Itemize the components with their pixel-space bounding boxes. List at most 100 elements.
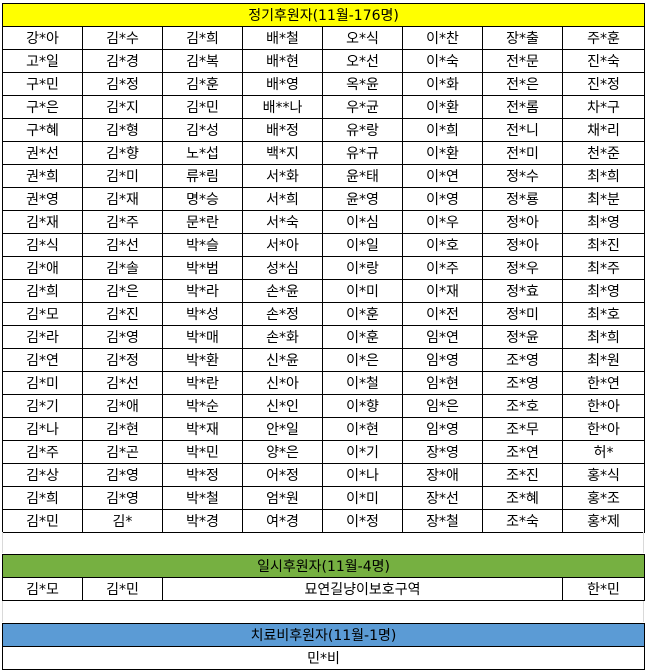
donor-cell[interactable]: 이*전 <box>402 302 483 326</box>
donor-cell[interactable]: 이*향 <box>322 394 403 418</box>
donor-cell[interactable]: 오*선 <box>322 49 403 73</box>
donor-cell[interactable]: 유*랑 <box>322 118 403 142</box>
donor-cell[interactable]: 이*은 <box>322 348 403 372</box>
donor-cell[interactable]: 노*섭 <box>162 141 243 165</box>
donor-cell[interactable]: 서*희 <box>242 187 323 211</box>
donor-cell[interactable]: 윤*태 <box>322 164 403 188</box>
donor-cell[interactable]: 명*승 <box>162 187 243 211</box>
donor-cell[interactable]: 김*재 <box>82 187 163 211</box>
donor-cell[interactable]: 김*애 <box>82 394 163 418</box>
donor-cell[interactable]: 최*진 <box>561 233 646 257</box>
donor-cell[interactable]: 서*아 <box>242 233 323 257</box>
donor-cell[interactable]: 이*일 <box>322 233 403 257</box>
donor-cell[interactable]: 고*일 <box>2 49 83 73</box>
donor-cell[interactable]: 이*훈 <box>322 302 403 326</box>
donor-cell[interactable]: 손*윤 <box>242 279 323 303</box>
donor-cell[interactable]: 양*은 <box>242 440 323 464</box>
temporary-title[interactable]: 일시후원자(11월-4명) <box>1 554 646 578</box>
donor-cell[interactable]: 천*준 <box>561 141 646 165</box>
donor-cell[interactable]: 여*경 <box>242 509 323 533</box>
donor-cell[interactable]: 성*심 <box>242 256 323 280</box>
donor-cell[interactable]: 이*주 <box>402 256 483 280</box>
medical-donor-cell[interactable]: 민*비 <box>2 646 645 670</box>
donor-cell[interactable]: 김* <box>82 509 163 533</box>
donor-cell[interactable]: 김*정 <box>82 72 163 96</box>
donor-cell[interactable]: 김*경 <box>82 49 163 73</box>
donor-cell[interactable]: 이*정 <box>322 509 403 533</box>
donor-cell[interactable]: 장*출 <box>482 26 563 50</box>
donor-cell[interactable]: 배*영 <box>242 72 323 96</box>
donor-cell[interactable]: 김*민 <box>2 509 83 533</box>
donor-cell[interactable]: 김*훈 <box>162 72 243 96</box>
donor-cell[interactable]: 김*희 <box>2 486 83 510</box>
donor-cell[interactable]: 조*연 <box>482 440 563 464</box>
donor-cell[interactable]: 서*숙 <box>242 210 323 234</box>
donor-cell[interactable]: 김*주 <box>2 440 83 464</box>
donor-cell[interactable]: 윤*영 <box>322 187 403 211</box>
donor-cell[interactable]: 이*현 <box>322 417 403 441</box>
donor-cell[interactable]: 김*애 <box>2 256 83 280</box>
donor-cell[interactable]: 엄*원 <box>242 486 323 510</box>
donor-cell[interactable]: 박*범 <box>162 256 243 280</box>
donor-cell[interactable]: 전*롬 <box>482 95 563 119</box>
donor-cell[interactable]: 오*식 <box>322 26 403 50</box>
donor-cell[interactable]: 구*민 <box>2 72 83 96</box>
medical-title[interactable]: 치료비후원자(11월-1명) <box>2 623 645 647</box>
donor-cell[interactable]: 장*철 <box>402 509 483 533</box>
donor-cell[interactable]: 이*호 <box>402 233 483 257</box>
donor-cell[interactable]: 김*희 <box>162 26 243 50</box>
donor-cell[interactable]: 진*숙 <box>561 49 646 73</box>
donor-cell[interactable]: 이*심 <box>322 210 403 234</box>
donor-cell[interactable]: 정*효 <box>482 279 563 303</box>
donor-cell[interactable]: 김*지 <box>82 95 163 119</box>
donor-cell[interactable]: 김*영 <box>82 463 163 487</box>
donor-cell[interactable]: 이*재 <box>402 279 483 303</box>
donor-cell[interactable]: 이*환 <box>402 95 483 119</box>
donor-cell[interactable]: 조*진 <box>482 463 563 487</box>
donor-cell[interactable]: 전*니 <box>482 118 563 142</box>
temporary-donor-cell[interactable]: 김*모 <box>2 577 83 601</box>
donor-cell[interactable]: 이*우 <box>402 210 483 234</box>
donor-cell[interactable]: 김*민 <box>162 95 243 119</box>
donor-cell[interactable]: 전*은 <box>482 72 563 96</box>
donor-cell[interactable]: 박*라 <box>162 279 243 303</box>
donor-cell[interactable]: 허* <box>561 440 646 464</box>
donor-cell[interactable]: 이*훈 <box>322 325 403 349</box>
donor-cell[interactable]: 손*화 <box>242 325 323 349</box>
donor-cell[interactable]: 정*수 <box>482 164 563 188</box>
donor-cell[interactable]: 한*아 <box>561 417 646 441</box>
donor-cell[interactable]: 김*솔 <box>82 256 163 280</box>
donor-cell[interactable]: 박*민 <box>162 440 243 464</box>
donor-cell[interactable]: 조*호 <box>482 394 563 418</box>
donor-cell[interactable]: 이*숙 <box>402 49 483 73</box>
donor-cell[interactable]: 김*영 <box>82 486 163 510</box>
donor-cell[interactable]: 김*상 <box>2 463 83 487</box>
donor-cell[interactable]: 서*화 <box>242 164 323 188</box>
donor-cell[interactable]: 김*선 <box>82 233 163 257</box>
donor-cell[interactable]: 김*희 <box>2 279 83 303</box>
donor-cell[interactable]: 권*희 <box>2 164 83 188</box>
donor-cell[interactable]: 정*윤 <box>482 325 563 349</box>
donor-cell[interactable]: 배*현 <box>242 49 323 73</box>
donor-cell[interactable]: 김*선 <box>82 371 163 395</box>
donor-cell[interactable]: 진*정 <box>561 72 646 96</box>
donor-cell[interactable]: 김*향 <box>82 141 163 165</box>
donor-cell[interactable]: 박*환 <box>162 348 243 372</box>
donor-cell[interactable]: 김*식 <box>2 233 83 257</box>
donor-cell[interactable]: 임*은 <box>402 394 483 418</box>
donor-cell[interactable]: 김*복 <box>162 49 243 73</box>
donor-cell[interactable]: 유*규 <box>322 141 403 165</box>
donor-cell[interactable]: 류*림 <box>162 164 243 188</box>
donor-cell[interactable]: 조*영 <box>482 348 563 372</box>
donor-cell[interactable]: 박*철 <box>162 486 243 510</box>
donor-cell[interactable]: 조*숙 <box>482 509 563 533</box>
donor-cell[interactable]: 배*정 <box>242 118 323 142</box>
donor-cell[interactable]: 이*환 <box>402 141 483 165</box>
donor-cell[interactable]: 권*선 <box>2 141 83 165</box>
donor-cell[interactable]: 이*화 <box>402 72 483 96</box>
donor-cell[interactable]: 장*애 <box>402 463 483 487</box>
donor-cell[interactable]: 한*아 <box>561 394 646 418</box>
donor-cell[interactable]: 이*철 <box>322 371 403 395</box>
donor-cell[interactable]: 이*연 <box>402 164 483 188</box>
donor-cell[interactable]: 우*균 <box>322 95 403 119</box>
